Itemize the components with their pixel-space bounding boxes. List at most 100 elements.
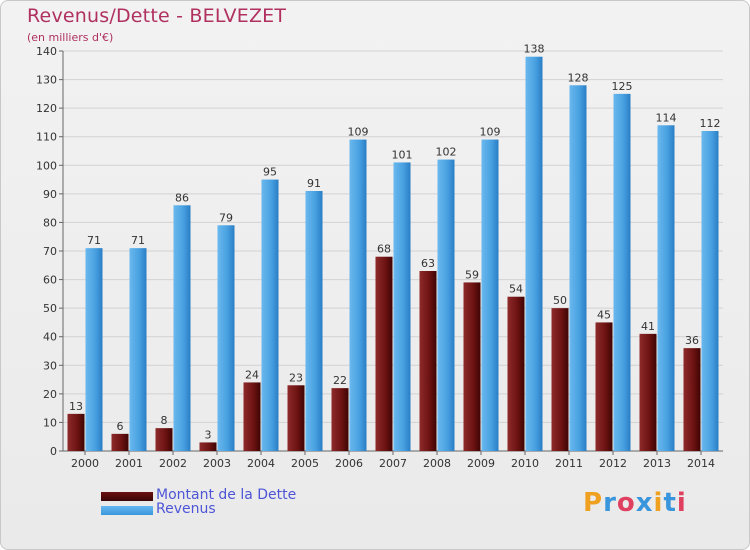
- bar-revenus: [305, 191, 323, 451]
- y-tick-label: 80: [43, 216, 57, 229]
- data-label: 71: [87, 234, 101, 247]
- bar-revenus: [657, 125, 675, 452]
- bar-revenus: [481, 139, 499, 452]
- x-tick-label: 2000: [71, 457, 99, 470]
- x-tick-label: 2010: [511, 457, 539, 470]
- logo-letter: P: [583, 488, 604, 518]
- chart-title: Revenus/Dette - BELVEZET: [27, 5, 287, 27]
- bar-dette: [683, 348, 701, 451]
- y-tick-label: 70: [43, 245, 57, 258]
- y-tick-label: 10: [43, 416, 57, 429]
- bar-dette: [199, 442, 217, 451]
- x-tick-label: 2005: [291, 457, 319, 470]
- y-tick-label: 130: [36, 74, 57, 87]
- data-label: 125: [612, 80, 633, 93]
- data-label: 23: [289, 371, 303, 384]
- bar-revenus: [525, 56, 543, 451]
- bar-dette: [155, 428, 173, 451]
- legend-label-revenus: Revenus: [156, 501, 216, 517]
- bar-dette: [463, 282, 481, 451]
- bar-dette: [67, 413, 85, 451]
- logo-letter: o: [616, 488, 636, 518]
- bar-revenus: [85, 248, 103, 451]
- legend-swatch-revenus: [101, 506, 153, 515]
- bar-revenus: [217, 225, 235, 451]
- data-label: 102: [436, 146, 457, 159]
- data-label: 54: [509, 283, 523, 296]
- bar-revenus: [129, 248, 147, 451]
- data-label: 45: [597, 308, 611, 321]
- y-tick-label: 140: [36, 45, 57, 58]
- chart-subtitle: (en milliers d'€): [27, 31, 114, 44]
- x-tick-label: 2008: [423, 457, 451, 470]
- x-tick-label: 2014: [687, 457, 715, 470]
- bar-revenus: [613, 93, 631, 451]
- data-label: 50: [553, 294, 567, 307]
- y-tick-label: 30: [43, 359, 57, 372]
- data-label: 3: [205, 428, 212, 441]
- x-tick-label: 2004: [247, 457, 275, 470]
- bar-dette: [331, 388, 349, 451]
- x-tick-label: 2001: [115, 457, 143, 470]
- logo-letter: x: [635, 488, 654, 518]
- bar-revenus: [437, 159, 455, 452]
- data-label: 8: [161, 414, 168, 427]
- bar-dette: [111, 433, 129, 451]
- data-label: 6: [117, 420, 124, 433]
- data-label: 86: [175, 191, 189, 204]
- legend-swatch-dette: [101, 492, 153, 501]
- data-label: 79: [219, 211, 233, 224]
- bar-revenus: [701, 131, 719, 451]
- data-label: 13: [69, 400, 83, 413]
- bar-dette: [375, 256, 393, 451]
- data-label: 128: [568, 71, 589, 84]
- data-label: 36: [685, 334, 699, 347]
- data-label: 109: [480, 126, 501, 139]
- data-label: 41: [641, 320, 655, 333]
- data-label: 112: [700, 117, 721, 130]
- y-tick-label: 50: [43, 302, 57, 315]
- bar-revenus: [173, 205, 191, 451]
- y-tick-label: 110: [36, 131, 57, 144]
- logo-letter: t: [663, 488, 677, 518]
- bar-revenus: [393, 162, 411, 451]
- y-tick-label: 120: [36, 102, 57, 115]
- data-label: 101: [392, 148, 413, 161]
- x-tick-label: 2012: [599, 457, 627, 470]
- bar-dette: [287, 385, 305, 451]
- bar-dette: [419, 271, 437, 451]
- legend-label-dette: Montant de la Dette: [156, 487, 297, 503]
- x-tick-label: 2007: [379, 457, 407, 470]
- logo-letter: r: [603, 488, 617, 518]
- data-label: 95: [263, 166, 277, 179]
- data-label: 68: [377, 243, 391, 256]
- data-label: 138: [524, 43, 545, 56]
- x-tick-label: 2006: [335, 457, 363, 470]
- bar-dette: [551, 308, 569, 451]
- bar-dette: [595, 322, 613, 451]
- x-tick-label: 2013: [643, 457, 671, 470]
- y-tick-label: 20: [43, 388, 57, 401]
- x-tick-label: 2011: [555, 457, 583, 470]
- x-tick-label: 2002: [159, 457, 187, 470]
- data-label: 22: [333, 374, 347, 387]
- logo-letter: i: [653, 488, 664, 518]
- y-tick-label: 90: [43, 188, 57, 201]
- bar-dette: [639, 333, 657, 451]
- data-label: 63: [421, 257, 435, 270]
- data-label: 109: [348, 126, 369, 139]
- x-tick-label: 2003: [203, 457, 231, 470]
- data-label: 24: [245, 368, 259, 381]
- x-tick-label: 2009: [467, 457, 495, 470]
- bar-dette: [243, 382, 261, 451]
- data-label: 91: [307, 177, 321, 190]
- bar-revenus: [261, 179, 279, 452]
- data-label: 59: [465, 268, 479, 281]
- bar-revenus: [569, 85, 587, 452]
- bar-revenus: [349, 139, 367, 452]
- data-label: 71: [131, 234, 145, 247]
- data-label: 114: [656, 111, 677, 124]
- y-tick-label: 100: [36, 159, 57, 172]
